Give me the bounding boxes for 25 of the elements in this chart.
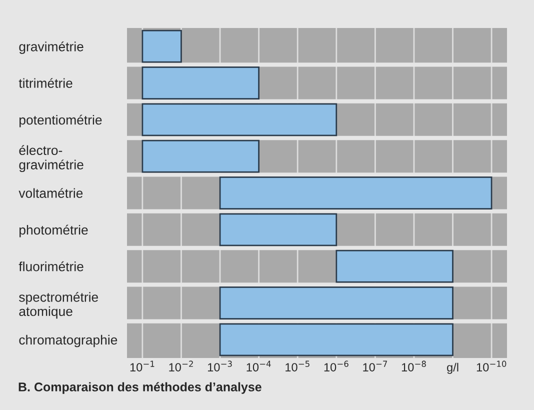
x-tick-label: 10$^{−1}$	[130, 360, 154, 372]
y-tick-label: fluorimétrie	[18, 261, 84, 272]
bar	[336, 250, 454, 283]
y-tick-label: photométrie	[20, 224, 88, 238]
bar	[219, 213, 338, 246]
bar	[142, 30, 182, 63]
y-tick-label: gravimétrie	[19, 41, 84, 54]
y-tick-label: chromatographie	[19, 334, 118, 348]
x-tick-label: 10$^{−7}$	[363, 360, 387, 372]
y-tick-label: voltamétrie	[18, 188, 83, 198]
x-tick-label: 10$^{−4}$	[246, 360, 271, 372]
y-tick-label: spectrométrie atomique	[19, 292, 98, 319]
x-tick-label: 10$^{−6}$	[324, 360, 348, 372]
text: B. Comparaison des méthodes d’analyse	[18, 382, 262, 394]
x-tick-label: g/l	[447, 362, 458, 374]
x-tick-label: 10$^{−8}$	[402, 360, 426, 372]
bar	[142, 66, 260, 100]
x-tick-label: 10$^{−10}$	[476, 360, 506, 372]
y-tick-label: potentiométrie	[20, 114, 102, 128]
x-tick-label: 10$^{−5}$	[286, 360, 310, 372]
bar	[142, 140, 260, 173]
y-tick-label: électro- gravimétrie	[19, 145, 84, 172]
x-tick-label: 10$^{−3}$	[208, 360, 232, 372]
x-tick-label: 10$^{−2}$	[169, 360, 193, 372]
y-tick-label: titrimétrie	[18, 78, 72, 88]
